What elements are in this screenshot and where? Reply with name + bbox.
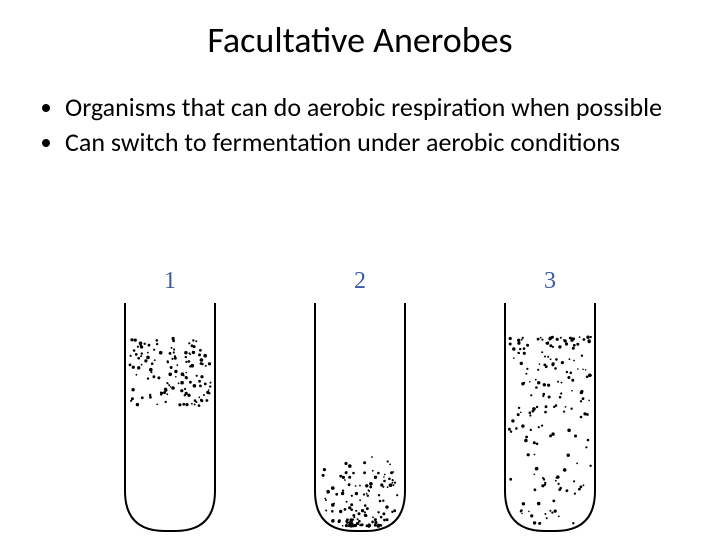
tube-3: 3 — [490, 268, 610, 536]
tube-1-label: 1 — [110, 268, 230, 295]
tube-1: 1 — [110, 268, 230, 536]
tube-2: 2 — [300, 268, 420, 536]
tube-2-label: 2 — [300, 268, 420, 295]
bullet-item: Can switch to fermentation under aerobic… — [65, 127, 670, 158]
tube-3-svg — [500, 301, 600, 536]
tube-2-svg — [310, 301, 410, 536]
bullet-list: Organisms that can do aerobic respiratio… — [45, 92, 670, 158]
tubes-diagram: 1 2 3 — [80, 268, 640, 538]
tube-3-label: 3 — [490, 268, 610, 295]
tube-1-svg — [120, 301, 220, 536]
bullet-item: Organisms that can do aerobic respiratio… — [65, 92, 670, 123]
page-title: Facultative Anerobes — [0, 18, 720, 62]
